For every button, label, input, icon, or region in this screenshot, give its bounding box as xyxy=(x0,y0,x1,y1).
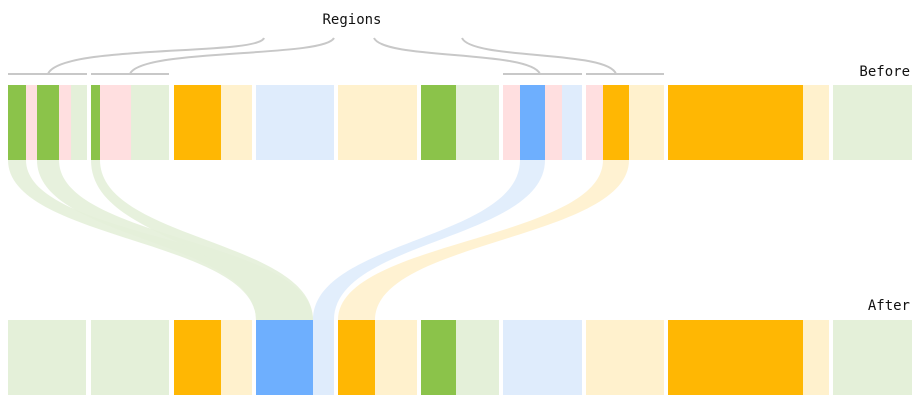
before-segment xyxy=(221,85,252,160)
bracket-connector xyxy=(373,37,541,75)
before-block xyxy=(421,85,499,160)
before-segment xyxy=(629,85,664,160)
before-segment xyxy=(603,85,629,160)
after-segment xyxy=(503,320,582,395)
before-segment xyxy=(545,85,562,160)
after-block xyxy=(8,320,86,395)
before-segment xyxy=(71,85,87,160)
after-segment xyxy=(313,320,334,395)
bracket-connector xyxy=(47,37,265,75)
before-block xyxy=(338,85,417,160)
after-segment xyxy=(221,320,252,395)
flow-band xyxy=(313,160,545,320)
before-segment xyxy=(503,85,520,160)
before-segment xyxy=(131,85,169,160)
before-block xyxy=(91,85,169,160)
before-segment xyxy=(421,85,456,160)
before-segment xyxy=(586,85,603,160)
before-segment xyxy=(26,85,37,160)
after-block xyxy=(668,320,829,395)
after-segment xyxy=(8,320,86,395)
after-segment xyxy=(338,320,375,395)
after-block xyxy=(503,320,582,395)
after-segment xyxy=(375,320,417,395)
before-segment xyxy=(456,85,499,160)
before-block xyxy=(8,85,87,160)
before-segment xyxy=(338,85,417,160)
after-segment xyxy=(421,320,456,395)
before-segment xyxy=(833,85,912,160)
before-block xyxy=(586,85,664,160)
flow-bands xyxy=(8,160,629,320)
before-segment xyxy=(668,85,803,160)
before-segment xyxy=(562,85,582,160)
before-segment xyxy=(256,85,334,160)
regions-title: Regions xyxy=(322,12,381,28)
before-block xyxy=(503,85,582,160)
after-block xyxy=(586,320,664,395)
after-block xyxy=(833,320,912,395)
before-block xyxy=(668,85,829,160)
after-segment xyxy=(91,320,169,395)
after-segment xyxy=(833,320,912,395)
after-segment xyxy=(174,320,221,395)
before-segment xyxy=(59,85,71,160)
after-label: After xyxy=(868,298,910,314)
after-segment xyxy=(668,320,803,395)
before-segment xyxy=(100,85,131,160)
after-segment xyxy=(586,320,664,395)
after-block xyxy=(338,320,417,395)
after-segment xyxy=(256,320,313,395)
bracket-connector xyxy=(461,37,617,75)
before-block xyxy=(174,85,252,160)
after-block xyxy=(421,320,499,395)
after-block xyxy=(256,320,334,395)
after-segment xyxy=(803,320,829,395)
before-segment xyxy=(520,85,545,160)
before-segment xyxy=(803,85,829,160)
region-brackets xyxy=(8,37,664,75)
after-segment xyxy=(456,320,499,395)
before-block xyxy=(833,85,912,160)
before-segment xyxy=(174,85,221,160)
flow-band xyxy=(91,160,313,320)
bracket-connector xyxy=(129,37,335,75)
after-block xyxy=(174,320,252,395)
after-block xyxy=(91,320,169,395)
before-label: Before xyxy=(859,64,910,80)
before-segment xyxy=(91,85,100,160)
after-strip xyxy=(8,320,912,395)
before-strip xyxy=(8,85,912,160)
flow-band xyxy=(338,160,629,320)
before-segment xyxy=(37,85,59,160)
before-block xyxy=(256,85,334,160)
before-segment xyxy=(8,85,26,160)
